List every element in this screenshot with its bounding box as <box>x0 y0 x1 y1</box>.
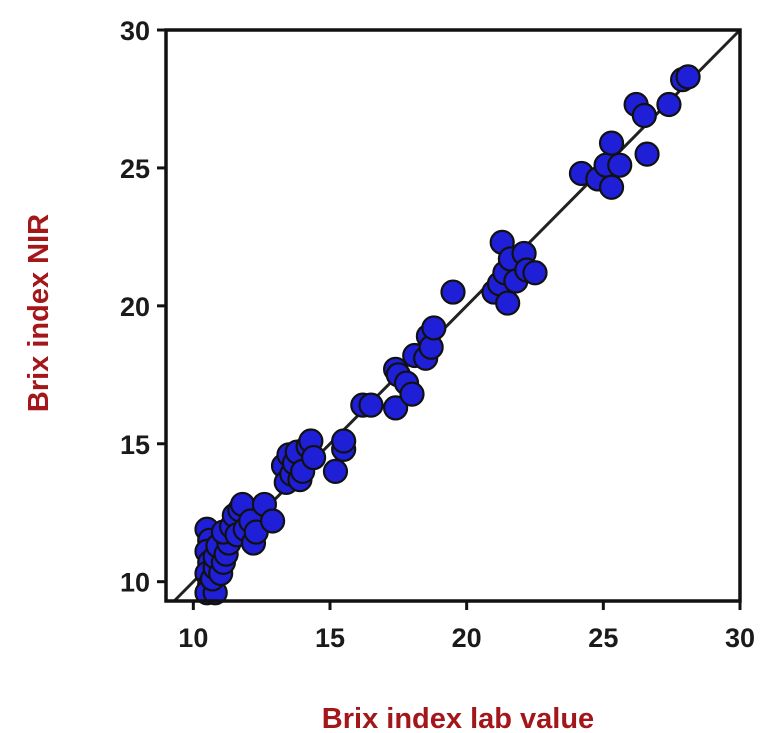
data-point <box>301 444 327 471</box>
data-point <box>522 260 548 286</box>
data-point <box>331 428 357 454</box>
x-axis-title: Brix index lab value <box>322 703 594 733</box>
points-layer <box>194 64 701 606</box>
x-tick-label: 20 <box>452 623 482 653</box>
data-point <box>656 91 682 118</box>
data-point <box>440 279 466 305</box>
x-tick-label: 15 <box>315 623 345 653</box>
data-point <box>260 508 286 534</box>
y-tick-label: 10 <box>120 568 150 598</box>
data-point <box>399 381 425 407</box>
y-tick-label: 30 <box>120 16 150 46</box>
y-tick-label: 15 <box>120 430 150 460</box>
data-point <box>598 130 625 156</box>
data-point <box>634 141 660 167</box>
x-tick-label: 10 <box>178 623 208 653</box>
y-tick-label: 25 <box>120 154 150 184</box>
y-tick-label: 20 <box>120 292 150 322</box>
ticks-layer: 10 15 20 25 30 10 15 20 25 30 <box>120 16 755 653</box>
data-point <box>358 392 384 418</box>
data-point <box>675 64 701 90</box>
plot-frame <box>164 28 742 603</box>
data-point <box>598 174 625 200</box>
x-tick-label: 30 <box>725 623 755 653</box>
x-tick-label: 25 <box>588 623 618 653</box>
data-point <box>631 102 657 129</box>
data-point <box>322 458 349 484</box>
data-point <box>383 395 409 421</box>
data-point <box>495 290 521 316</box>
data-point <box>421 315 447 341</box>
data-point <box>607 152 633 178</box>
y-axis-title: Brix index NIR <box>23 214 55 412</box>
